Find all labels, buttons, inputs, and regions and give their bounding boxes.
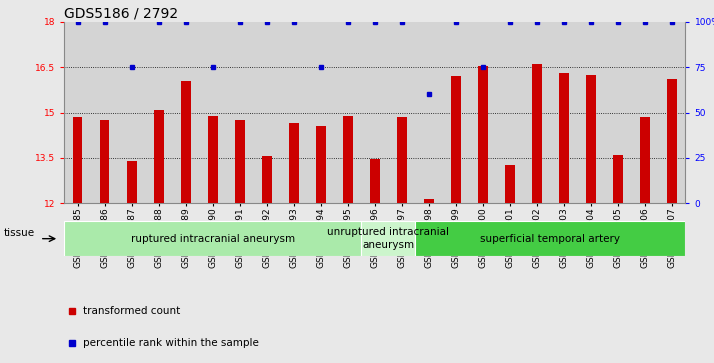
- Text: GDS5186 / 2792: GDS5186 / 2792: [64, 7, 178, 21]
- Bar: [667, 79, 677, 203]
- Bar: [100, 120, 109, 203]
- Bar: [559, 73, 568, 203]
- Bar: [532, 64, 542, 203]
- Bar: [370, 159, 380, 203]
- Text: transformed count: transformed count: [83, 306, 181, 316]
- Bar: [73, 117, 83, 203]
- Bar: [316, 126, 326, 203]
- Bar: [64, 221, 361, 256]
- Text: ruptured intracranial aneurysm: ruptured intracranial aneurysm: [131, 234, 295, 244]
- Text: percentile rank within the sample: percentile rank within the sample: [83, 338, 259, 348]
- Bar: [289, 123, 298, 203]
- Bar: [343, 115, 353, 203]
- Bar: [416, 221, 685, 256]
- Text: unruptured intracranial
aneurysm: unruptured intracranial aneurysm: [327, 228, 449, 250]
- Bar: [181, 81, 191, 203]
- Bar: [235, 120, 244, 203]
- Bar: [208, 115, 218, 203]
- Bar: [613, 155, 623, 203]
- Bar: [586, 75, 595, 203]
- Bar: [640, 117, 650, 203]
- Bar: [478, 66, 488, 203]
- Bar: [154, 110, 164, 203]
- Text: superficial temporal artery: superficial temporal artery: [481, 234, 620, 244]
- Bar: [361, 221, 416, 256]
- Bar: [127, 161, 136, 203]
- Bar: [424, 199, 433, 203]
- Bar: [262, 156, 271, 203]
- Bar: [397, 117, 406, 203]
- Bar: [451, 76, 461, 203]
- Text: tissue: tissue: [3, 228, 34, 238]
- Bar: [506, 166, 515, 203]
